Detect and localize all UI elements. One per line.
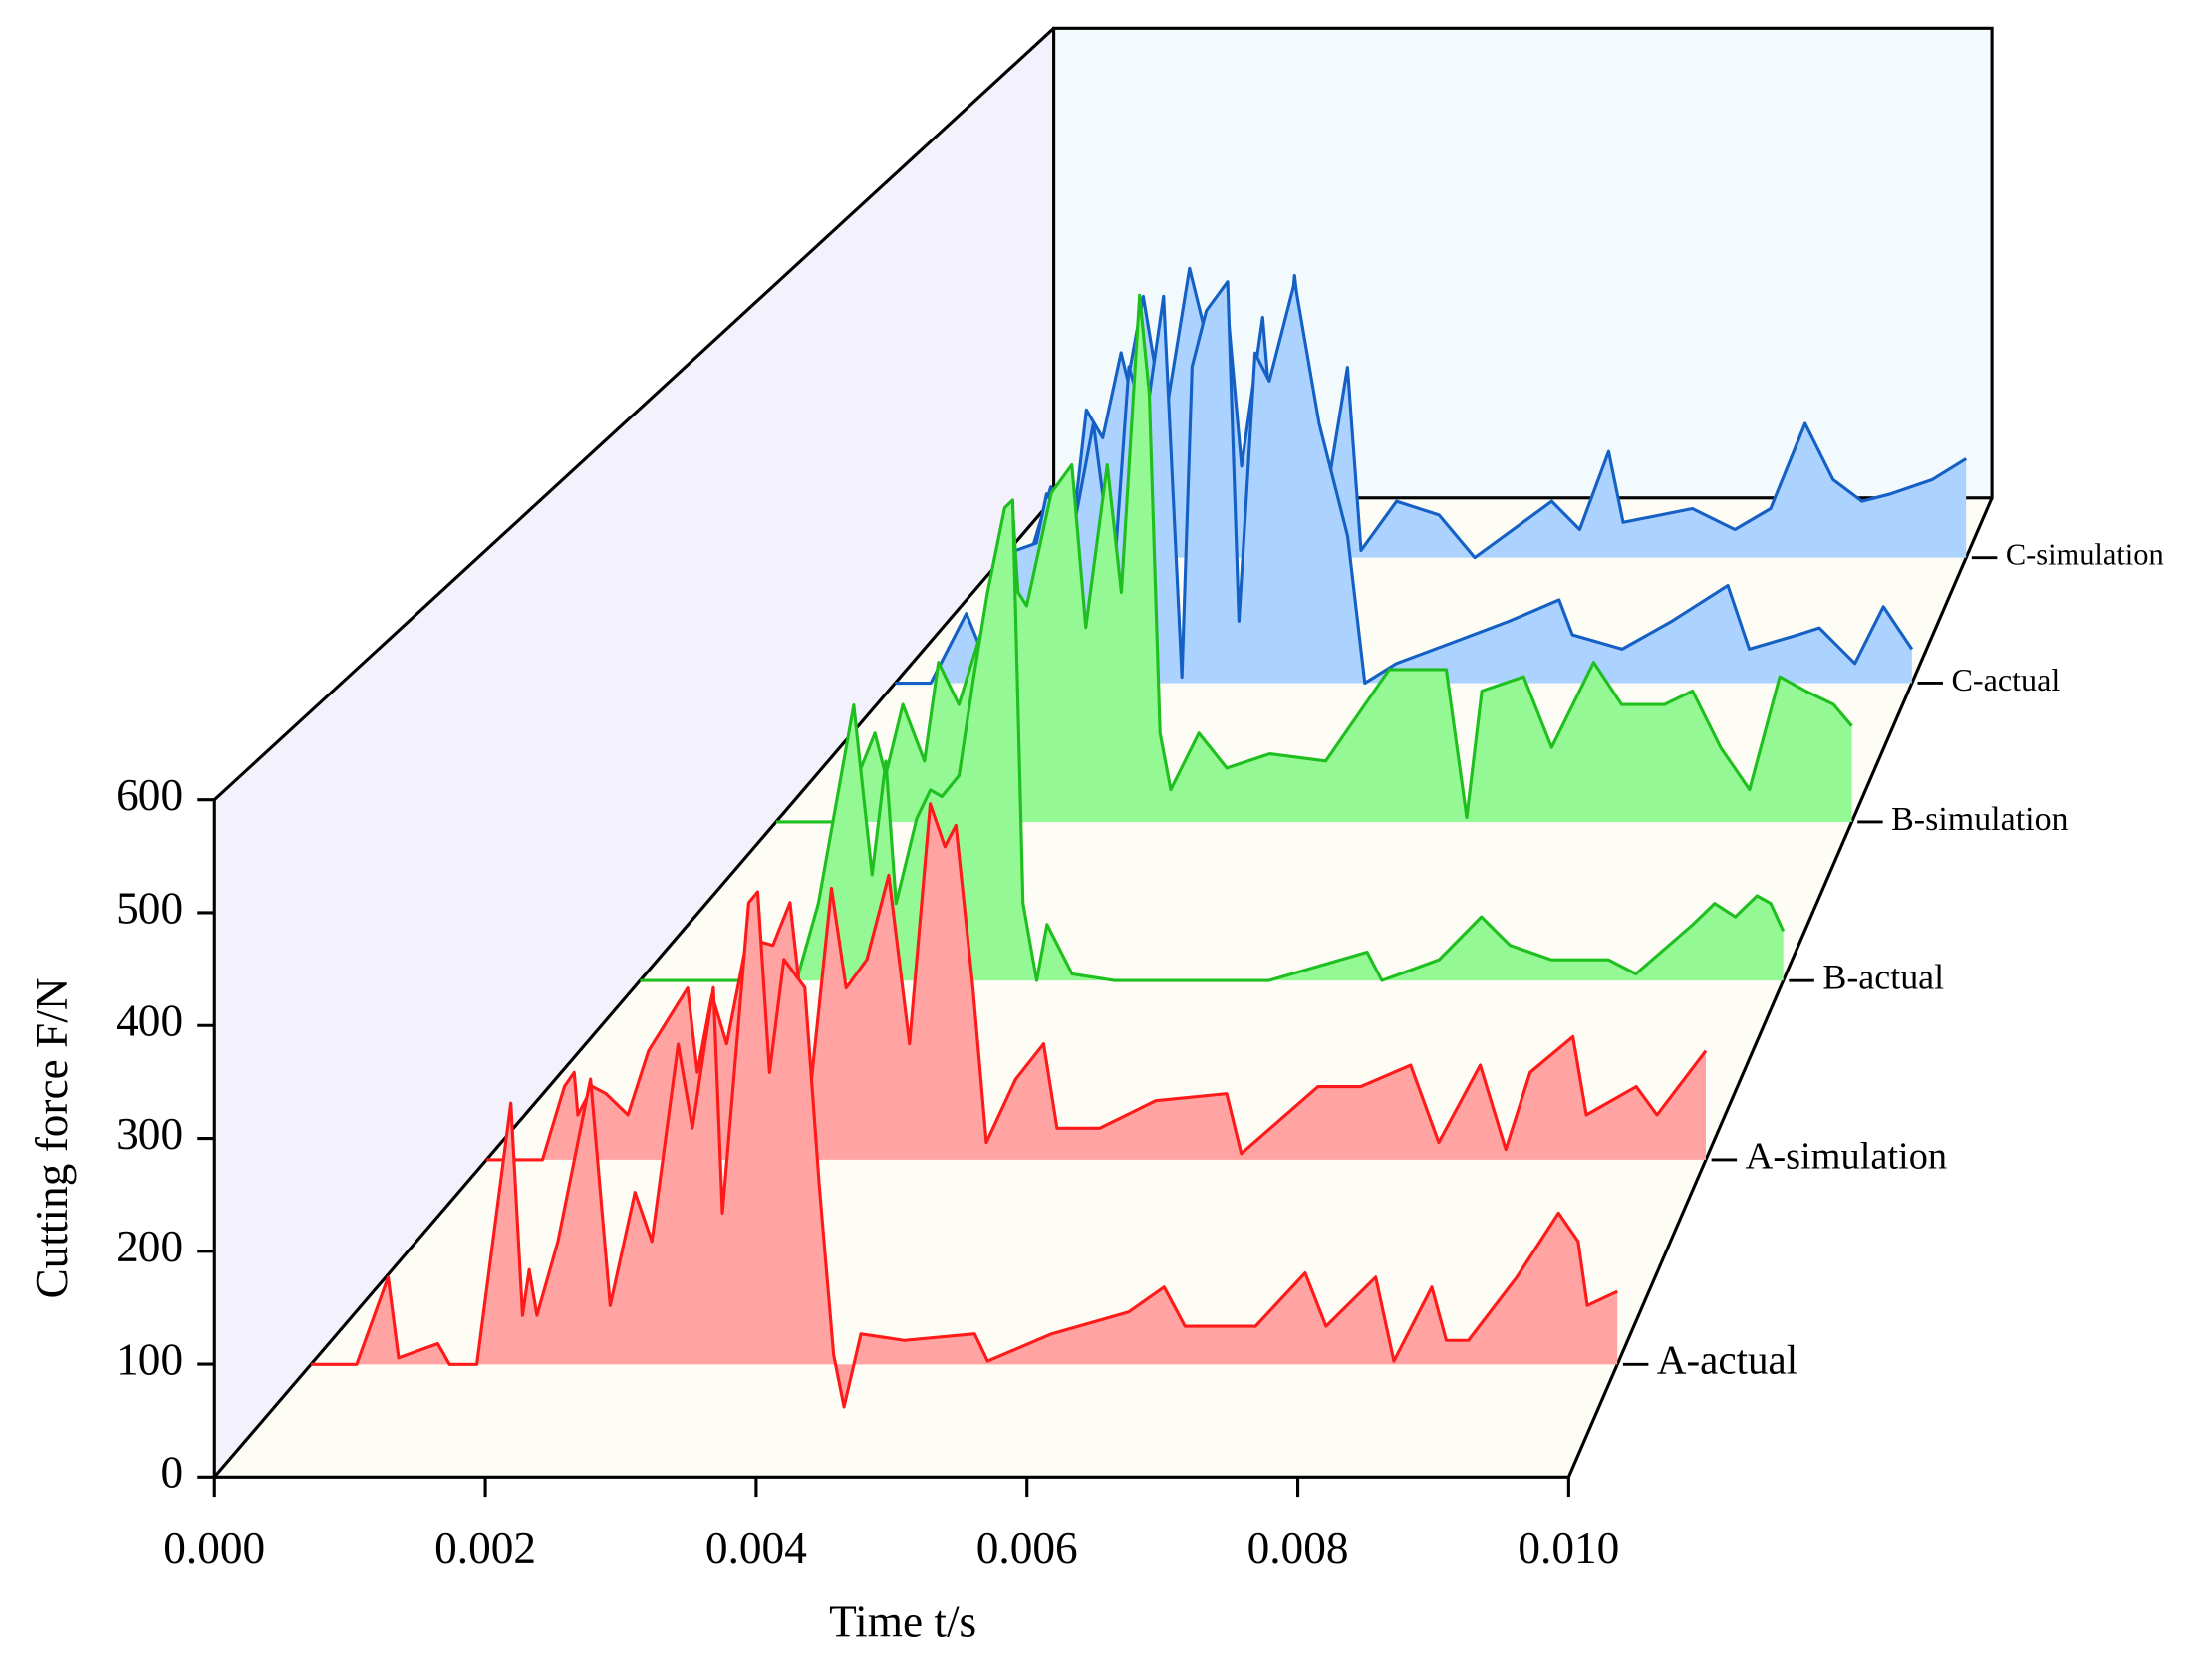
frame-edge [213, 496, 1055, 1479]
x-tick-label: 0.006 [976, 1524, 1078, 1573]
series-group: A-actual [311, 890, 1797, 1409]
frame-edge [213, 27, 1055, 801]
series-label: B-simulation [1891, 801, 2068, 838]
x-axis-title: Time t/s [829, 1597, 976, 1647]
series-line [640, 498, 1786, 982]
series-label: C-simulation [2006, 538, 2164, 572]
series-group: B-simulation [775, 293, 2069, 838]
series-label: A-simulation [1746, 1136, 1947, 1178]
x-tick-label: 0.008 [1247, 1524, 1349, 1573]
series-line [311, 890, 1618, 1409]
series-layer: C-simulation C-actual B-simulation B-actual… [311, 266, 2164, 1409]
series-area [775, 295, 1852, 822]
x-tick-label: 0.002 [434, 1524, 536, 1573]
x-tick-label: 0.004 [705, 1524, 807, 1573]
series-label: C-actual [1951, 662, 2060, 697]
y-tick-label: 100 [116, 1334, 183, 1384]
series-area [311, 892, 1618, 1407]
series-area [1002, 268, 1967, 558]
y-tick-label: 300 [116, 1109, 183, 1159]
frame-edge [1566, 497, 1994, 1478]
series-line [486, 802, 1708, 1162]
left-wall [214, 28, 1054, 1478]
x-tick-label: 0.000 [163, 1524, 265, 1573]
series-label: A-actual [1657, 1337, 1797, 1383]
series-label: B-actual [1822, 957, 1944, 996]
y-tick-label: 0 [160, 1448, 183, 1498]
x-tick-label: 0.010 [1518, 1524, 1619, 1573]
series-line [775, 293, 1853, 824]
y-tick-label: 600 [116, 770, 183, 820]
back-frame [1052, 26, 1994, 500]
y-tick-label: 400 [116, 996, 183, 1046]
y-tick-label: 200 [116, 1222, 183, 1271]
y-tick-label: 500 [116, 883, 183, 933]
y-axis-title: Cutting force F/N [27, 977, 77, 1298]
